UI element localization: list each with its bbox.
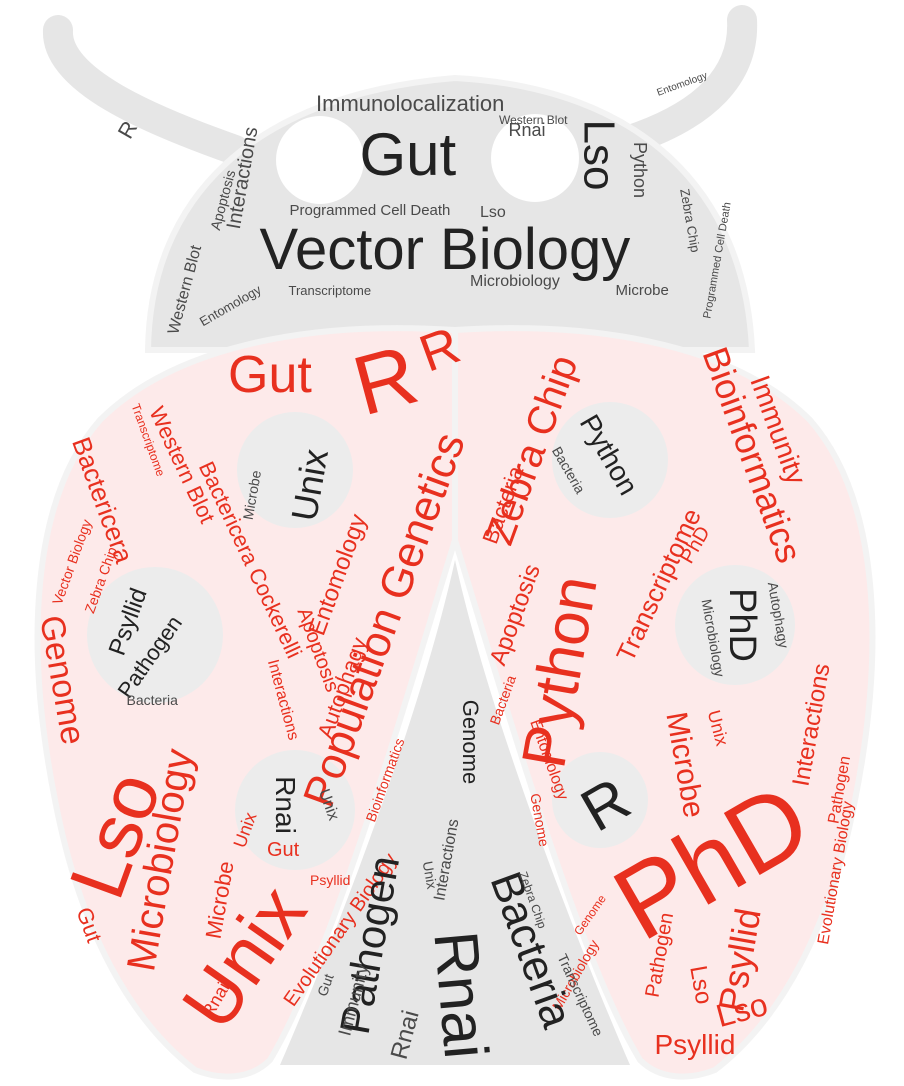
spot-word: Bacteria	[126, 692, 178, 708]
head-word: Zebra Chip	[677, 187, 704, 253]
wedge-word: Interactions	[430, 817, 462, 903]
spot-right-top	[552, 402, 668, 518]
head-word: Lso	[480, 204, 506, 221]
shell-word: R	[412, 316, 468, 384]
right-wing	[452, 325, 876, 1080]
head-word: Microbiology	[470, 273, 560, 290]
head-word: Rnai	[508, 120, 546, 140]
spot-left-middle	[87, 567, 223, 703]
spot-word: Microbe	[239, 469, 265, 521]
spot-right-middle	[675, 565, 795, 685]
head-word: R	[112, 116, 143, 143]
shell-word: Unix	[166, 871, 324, 1045]
shell-word: Psyllid	[310, 872, 351, 888]
shell-word: R	[343, 326, 427, 434]
shell-word: Genome	[527, 792, 553, 848]
left-antenna	[43, 15, 250, 165]
head-word: Programmed Cell Death	[289, 201, 451, 219]
head-word: Immunolocalization	[316, 91, 505, 116]
left-wing	[34, 325, 458, 1080]
spot-word: R	[569, 764, 641, 845]
shell-word: Microbe	[658, 709, 710, 821]
shell-word: Genome	[571, 892, 609, 938]
head-word: Gut	[359, 121, 457, 188]
shell-word: Gut	[70, 903, 107, 946]
right-eye	[491, 114, 579, 202]
head-word: Entomology	[655, 70, 709, 99]
head-word: Python	[630, 141, 651, 199]
spot-word: Rnai	[269, 776, 301, 834]
shell-word: Unix	[703, 708, 733, 748]
shell-word: Genome	[32, 612, 93, 748]
shell-word: Gut	[228, 346, 312, 404]
head-word: Vector Biology	[259, 217, 631, 282]
wedge-word: Rnai	[420, 928, 501, 1062]
right-antenna	[615, 5, 758, 155]
center-wedge	[280, 560, 630, 1065]
shell-word: Bacteria	[485, 673, 519, 727]
shell-word: Lso	[683, 963, 717, 1007]
spot-word: Autophagy	[764, 580, 792, 650]
head-word: Entomology	[196, 281, 264, 329]
left-eye	[276, 116, 364, 204]
head-word: Microbe	[615, 281, 669, 299]
head-word: Programmed Cell Death	[701, 200, 734, 320]
head-word: Western Blot	[164, 243, 205, 337]
shell-word: Interactions	[787, 661, 836, 789]
head-word: Western Blot	[499, 113, 568, 127]
shell-word: Interactions	[263, 657, 302, 743]
shell-word: Gut	[267, 839, 300, 861]
antennae	[43, 5, 758, 165]
spot-word: PhD	[720, 588, 763, 662]
head-word: Lso	[573, 119, 623, 191]
head-word: Transcriptome	[288, 282, 372, 298]
shell-word: Unix	[229, 809, 261, 851]
spot-left-bottom	[235, 750, 355, 870]
wedge-word: Rnai	[385, 1007, 425, 1063]
shell-word: Evolutionary Biology	[814, 800, 857, 946]
spot-right-bottom	[552, 752, 648, 848]
shell-word: Psyllid	[654, 1029, 736, 1060]
wedge-word: Genome	[458, 699, 484, 785]
spot-left-top	[237, 412, 353, 528]
shell-word: PhD	[595, 761, 829, 963]
spot-word: Bacteria	[548, 443, 588, 497]
spot-word: Unix	[283, 445, 336, 524]
shell-word: Bioinformatics	[362, 735, 408, 825]
